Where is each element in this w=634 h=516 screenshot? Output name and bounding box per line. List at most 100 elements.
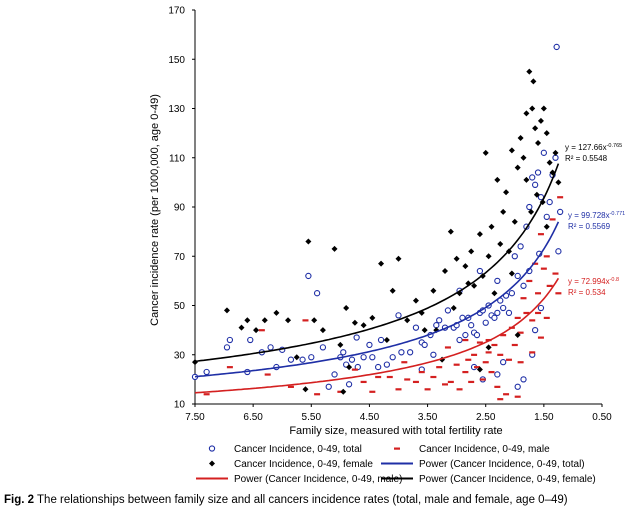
data-point — [537, 117, 544, 124]
data-point — [386, 375, 393, 379]
data-point — [412, 380, 419, 384]
data-point — [453, 255, 460, 262]
data-point — [462, 338, 469, 342]
data-point — [369, 354, 376, 361]
data-point — [523, 110, 530, 117]
data-point — [436, 366, 443, 369]
legend-label: Power (Cancer Incidence, 0-49, male) — [234, 474, 402, 485]
trend-line-1 — [194, 221, 560, 378]
data-point — [549, 218, 556, 221]
data-point — [433, 322, 440, 329]
data-point — [482, 149, 489, 156]
data-point — [369, 390, 376, 393]
y-tick-label: 170 — [168, 6, 185, 17]
data-point — [404, 378, 411, 381]
data-point — [526, 203, 533, 211]
legend-marker — [209, 460, 215, 467]
data-point — [491, 290, 498, 297]
legend-item-5: Power (Cancer Incidence, 0-49, male) — [196, 474, 402, 485]
data-point — [540, 267, 547, 270]
figure-caption: Fig. 2 The relationships between family … — [4, 494, 632, 506]
data-point — [511, 218, 518, 225]
data-point — [485, 253, 492, 260]
data-point — [534, 169, 542, 176]
data-point — [530, 78, 537, 85]
data-point — [526, 279, 533, 283]
legend-label: Cancer Incidence, 0-49, total — [234, 444, 362, 455]
data-point — [540, 105, 547, 112]
data-point — [535, 292, 542, 295]
data-point — [401, 361, 408, 364]
data-point — [383, 361, 391, 368]
trend-line-2 — [194, 277, 560, 394]
data-point — [442, 268, 449, 275]
data-point — [543, 255, 550, 258]
data-point — [537, 233, 544, 236]
data-point — [476, 366, 483, 373]
x-tick-label: 3.50 — [418, 412, 438, 423]
data-point — [540, 149, 548, 156]
data-point — [533, 191, 540, 198]
data-point — [491, 314, 498, 321]
data-points — [191, 43, 564, 401]
series-1 — [191, 43, 564, 390]
legend-marker — [394, 447, 400, 450]
data-point — [557, 196, 564, 199]
axes — [192, 9, 603, 407]
data-point — [505, 358, 512, 361]
data-point — [302, 319, 309, 322]
data-point — [223, 344, 231, 351]
data-point — [546, 284, 553, 287]
trend-lines — [194, 163, 560, 394]
data-point — [468, 248, 475, 255]
data-point — [497, 353, 504, 356]
caption-text: The relationships between family size an… — [34, 494, 568, 506]
data-point — [346, 364, 353, 371]
data-point — [223, 307, 230, 314]
data-point — [360, 354, 367, 361]
legend-label: Cancer Incidence, 0-49, female — [234, 459, 373, 470]
data-point — [494, 385, 501, 388]
x-tick-label: 5.50 — [302, 412, 322, 423]
data-point — [203, 393, 210, 396]
data-point — [494, 309, 501, 317]
x-tick-label: 0.50 — [592, 412, 612, 423]
data-point — [523, 176, 530, 183]
data-point — [378, 260, 385, 267]
data-point — [424, 388, 431, 391]
data-point — [348, 356, 356, 363]
data-point — [313, 290, 321, 297]
data-point — [523, 311, 530, 315]
data-point — [517, 361, 524, 364]
data-point — [273, 309, 280, 316]
data-point — [520, 154, 527, 161]
trend-equations: y = 99.728x-0.771 R² = 0.5569 y = 72.994x-… — [565, 143, 625, 297]
legend-item-4: Power (Cancer Incidence, 0-49, total) — [381, 459, 585, 470]
data-point — [555, 248, 562, 255]
data-point — [497, 398, 504, 401]
trend-equation-2: y = 72.994x-0.8 — [568, 277, 619, 286]
data-point — [456, 388, 463, 391]
data-point — [447, 228, 454, 235]
data-point — [546, 159, 553, 166]
data-point — [491, 343, 498, 347]
data-point — [529, 174, 536, 181]
y-tick-label: 150 — [168, 55, 185, 66]
data-point — [543, 130, 550, 137]
data-point — [331, 245, 338, 252]
data-point — [537, 304, 545, 312]
data-point — [360, 380, 367, 384]
data-point — [465, 358, 472, 361]
data-point — [395, 312, 402, 319]
data-point — [476, 341, 483, 344]
legend: Cancer Incidence, 0-49, total Cancer Inci… — [196, 444, 596, 485]
data-point — [421, 327, 428, 334]
data-point — [476, 231, 483, 238]
data-point — [287, 385, 294, 388]
data-point — [314, 393, 321, 396]
data-point — [389, 354, 396, 361]
legend-label: Power (Cancer Incidence, 0-49, total) — [419, 459, 585, 470]
data-point — [514, 164, 521, 171]
data-point — [552, 154, 559, 161]
data-point — [238, 324, 245, 331]
